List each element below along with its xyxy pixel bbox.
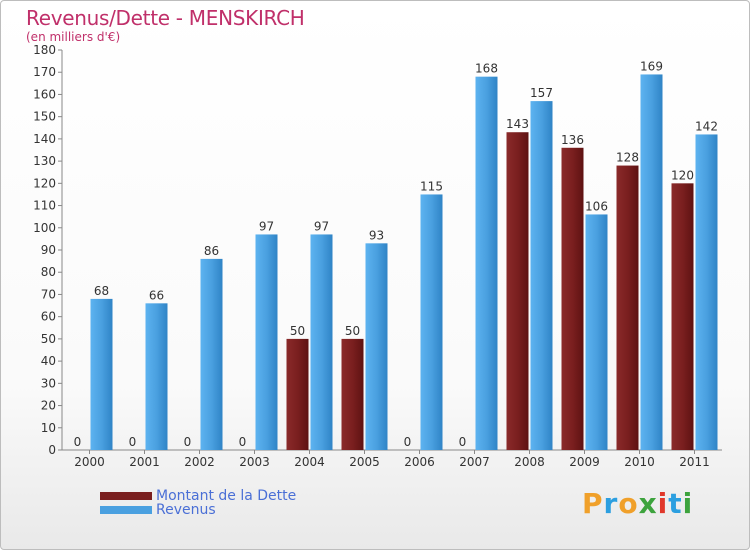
x-tick-label: 2003: [239, 455, 270, 469]
data-label-revenue: 86: [204, 244, 219, 258]
bar-revenue: [90, 298, 113, 450]
data-label-revenue: 97: [314, 219, 329, 233]
bar-revenue: [695, 134, 718, 450]
bar-revenue: [255, 234, 278, 450]
x-tick-label: 2006: [404, 455, 435, 469]
bar-revenue: [475, 76, 498, 451]
y-tick-label: 40: [41, 354, 56, 368]
data-label-revenue: 106: [585, 199, 608, 213]
y-tick-label: 30: [41, 376, 56, 390]
y-tick-label: 50: [41, 332, 56, 346]
data-label-debt: 120: [671, 168, 694, 182]
data-label-revenue: 169: [640, 59, 663, 73]
bar-revenue: [420, 194, 443, 450]
y-tick-label: 130: [33, 154, 56, 168]
legend-swatch-debt: [100, 492, 152, 500]
x-tick-label: 2001: [129, 455, 160, 469]
logo-letter: P: [582, 487, 604, 520]
data-label-debt: 143: [506, 117, 529, 131]
y-tick-label: 180: [33, 43, 56, 57]
data-label-revenue: 157: [530, 86, 553, 100]
legend-swatch-revenue: [100, 506, 152, 514]
data-label-debt: 136: [561, 133, 584, 147]
bar-debt: [286, 338, 309, 450]
y-tick-label: 80: [41, 265, 56, 279]
bar-revenue: [310, 234, 333, 450]
legend-label-debt: Montant de la Dette: [156, 488, 297, 504]
proxiti-logo: Proxiti: [582, 487, 693, 520]
logo-letter: i: [657, 487, 669, 520]
x-tick-label: 2007: [459, 455, 490, 469]
data-label-debt: 0: [74, 435, 82, 449]
data-label-debt: 0: [129, 435, 137, 449]
data-label-debt: 128: [616, 151, 639, 165]
chart-subtitle: (en milliers d'€): [26, 30, 121, 44]
data-label-revenue: 168: [475, 62, 498, 76]
x-tick-label: 2010: [624, 455, 655, 469]
bar-debt: [341, 338, 364, 450]
x-tick-label: 2011: [679, 455, 710, 469]
x-tick-label: 2005: [349, 455, 380, 469]
x-tick-label: 2008: [514, 455, 545, 469]
y-tick-label: 110: [33, 199, 56, 213]
data-label-debt: 0: [184, 435, 192, 449]
y-tick-label: 100: [33, 221, 56, 235]
legend-label-revenue: Revenus: [156, 502, 216, 518]
chart-title: Revenus/Dette - MENSKIRCH: [26, 6, 305, 30]
bar-revenue: [145, 303, 168, 450]
bar-revenue: [640, 74, 663, 450]
logo-letter: r: [603, 487, 619, 520]
y-tick-label: 20: [41, 399, 56, 413]
data-label-debt: 50: [345, 324, 360, 338]
bar-revenue: [530, 101, 553, 450]
data-label-revenue: 142: [695, 119, 718, 133]
bar-debt: [616, 165, 639, 451]
y-tick-label: 140: [33, 132, 56, 146]
x-tick-label: 2004: [294, 455, 325, 469]
data-label-debt: 0: [239, 435, 247, 449]
y-tick-label: 120: [33, 176, 56, 190]
y-tick-label: 0: [48, 443, 56, 457]
y-tick-label: 90: [41, 243, 56, 257]
x-tick-label: 2000: [74, 455, 105, 469]
y-tick-label: 170: [33, 65, 56, 79]
bar-revenue: [365, 243, 388, 450]
legend-item-revenue: Revenus: [100, 502, 216, 518]
y-tick-label: 70: [41, 287, 56, 301]
y-tick-label: 60: [41, 310, 56, 324]
bar-revenue: [585, 214, 608, 450]
data-label-revenue: 115: [420, 179, 443, 193]
legend-item-debt: Montant de la Dette: [100, 488, 296, 504]
data-label-debt: 0: [459, 435, 467, 449]
bar-debt: [671, 183, 694, 451]
bar-revenue: [200, 258, 223, 450]
data-label-revenue: 97: [259, 219, 274, 233]
bar-debt: [506, 132, 529, 450]
logo-letter: o: [618, 487, 639, 520]
x-tick-label: 2009: [569, 455, 600, 469]
y-tick-label: 150: [33, 110, 56, 124]
data-label-debt: 0: [404, 435, 412, 449]
data-label-revenue: 66: [149, 288, 164, 302]
y-tick-label: 10: [41, 421, 56, 435]
logo-letter: t: [668, 487, 683, 520]
data-label-debt: 50: [290, 324, 305, 338]
bar-debt: [561, 147, 584, 450]
data-label-revenue: 68: [94, 284, 109, 298]
logo-letter: x: [638, 487, 658, 520]
x-tick-label: 2002: [184, 455, 215, 469]
data-label-revenue: 93: [369, 228, 384, 242]
logo-letter: i: [682, 487, 694, 520]
y-tick-label: 160: [33, 87, 56, 101]
